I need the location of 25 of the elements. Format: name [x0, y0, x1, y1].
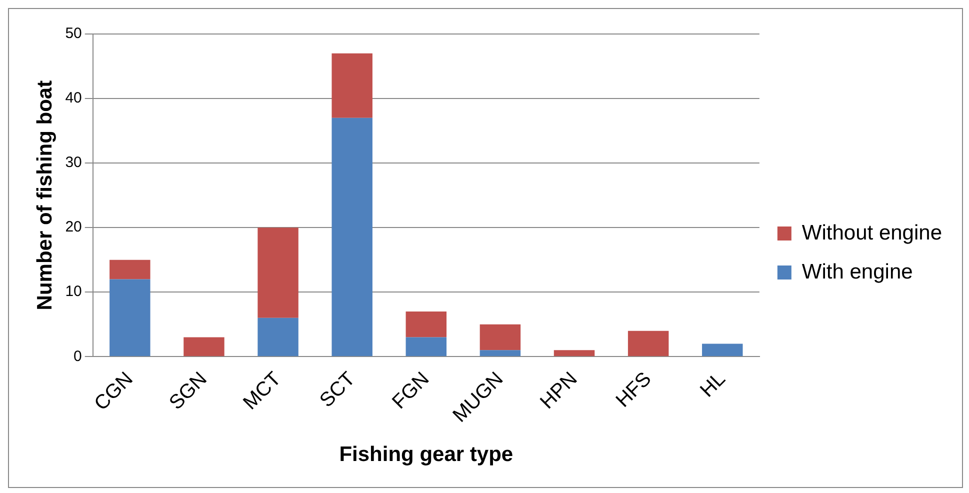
x-axis-title: Fishing gear type: [339, 443, 514, 466]
legend-label: With engine: [802, 260, 913, 284]
y-tick-label: 0: [74, 348, 82, 365]
bar: [628, 330, 669, 356]
y-tick-label: 40: [65, 90, 82, 107]
y-tick-label: 20: [65, 218, 82, 236]
bar: [258, 228, 298, 318]
y-tick-label: 10: [65, 283, 82, 300]
bar: [110, 260, 150, 280]
y-tick-label: 50: [65, 25, 82, 42]
bar: [702, 344, 743, 356]
bar: [184, 337, 224, 356]
bar: [554, 350, 595, 356]
bar: [332, 118, 372, 356]
bar: [480, 324, 521, 350]
bar: [332, 53, 372, 118]
bar: [110, 279, 150, 356]
y-tick-label: 30: [65, 154, 82, 172]
bar: [406, 337, 447, 356]
x-tick-label: HL: [696, 368, 730, 402]
y-axis-title: Number of fishing boat: [33, 80, 56, 310]
legend-label: Without engine: [802, 221, 942, 244]
bar: [258, 318, 298, 356]
bar: [406, 311, 447, 338]
bar: [480, 350, 521, 356]
